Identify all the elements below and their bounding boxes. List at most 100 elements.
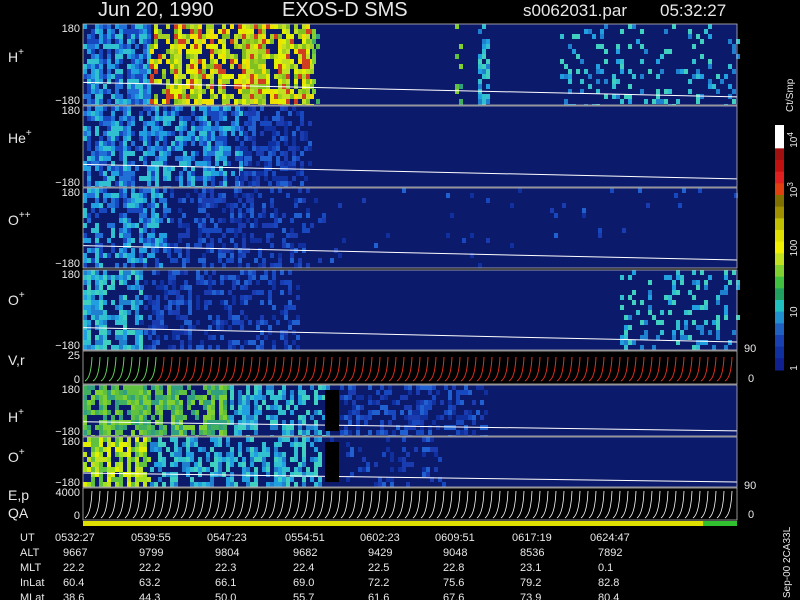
spectrogram-cell	[258, 69, 262, 74]
spectrogram-cell	[274, 452, 278, 457]
spectrogram-cell	[143, 482, 147, 487]
spectrogram-cell	[302, 44, 306, 49]
spectrogram-cell	[282, 49, 286, 54]
spectrogram-cell	[194, 49, 198, 54]
spectrogram-cell	[262, 69, 266, 74]
spectrogram-cell	[296, 111, 300, 116]
trace-line	[82, 472, 738, 483]
spectrogram-cell	[408, 420, 412, 425]
spectrogram-cell	[155, 116, 159, 121]
spectrogram-cell	[95, 99, 99, 104]
spectrogram-cell	[612, 84, 616, 89]
spectrogram-cell	[616, 94, 620, 99]
spectrogram-cell	[468, 410, 472, 415]
spectrogram-cell	[206, 74, 210, 79]
spectrogram-cell	[246, 390, 250, 395]
spectrogram-cell	[294, 482, 298, 487]
spectrogram-cell	[119, 390, 123, 395]
spectrogram-cell	[254, 94, 258, 99]
spectrogram-cell	[175, 136, 179, 141]
spectrogram-cell	[258, 385, 262, 390]
spectrogram-cell	[222, 54, 226, 59]
spectrogram-cell	[588, 29, 592, 34]
spectrogram-cell	[139, 203, 143, 208]
spectrogram-cell	[223, 141, 227, 146]
spectrogram-cell	[306, 104, 310, 105]
spectrogram-cell	[268, 181, 272, 186]
spectrogram-cell	[282, 243, 286, 248]
spectrogram-cell	[292, 141, 296, 146]
spectrogram-cell	[167, 116, 171, 121]
spectrogram-cell	[260, 290, 264, 295]
spectrogram-cell	[282, 462, 286, 467]
spectrogram-cell	[223, 415, 227, 420]
spectrogram-cell	[191, 171, 195, 176]
spectrogram-cell	[87, 437, 91, 442]
vr-curve	[364, 356, 373, 382]
spectrogram-cell	[218, 198, 222, 203]
spectrogram-cell	[151, 213, 155, 218]
spectrogram-cell	[186, 193, 190, 198]
spectrogram-cell	[91, 193, 95, 198]
spectrogram-cell	[444, 410, 448, 415]
spectrogram-cell	[103, 176, 107, 181]
spectrogram-cell	[83, 295, 87, 300]
spectrogram-cell	[290, 44, 294, 49]
spectrogram-cell	[151, 385, 155, 390]
spectrogram-cell	[219, 131, 223, 136]
spectrogram-cell	[215, 420, 219, 425]
spectrogram-cell	[163, 151, 167, 156]
spectrogram-cell	[99, 253, 103, 258]
spectrogram-cell	[572, 104, 576, 105]
spectrogram-cell	[206, 84, 210, 89]
spectrogram-cell	[234, 233, 238, 238]
spectrogram-cell	[147, 166, 151, 171]
spectrogram-cell	[135, 74, 139, 79]
spectrogram-cell	[430, 437, 434, 442]
spectrogram-cell	[288, 300, 292, 305]
spectrogram-cell	[135, 79, 139, 84]
spectrogram-cell	[254, 223, 258, 228]
spectrogram-cell	[99, 320, 103, 325]
spectrogram-cell	[242, 253, 246, 258]
spectrogram-cell	[174, 477, 178, 482]
spectrogram-cell	[258, 213, 262, 218]
spectrogram-cell	[159, 116, 163, 121]
spectrogram-cell	[408, 405, 412, 410]
spectrogram-cell	[175, 106, 179, 111]
spectrogram-cell	[254, 452, 258, 457]
data-gap	[325, 390, 339, 431]
spectrogram-cell	[282, 430, 286, 435]
spectrogram-cell	[223, 156, 227, 161]
spectrogram-cell	[292, 131, 296, 136]
spectrogram-cell	[266, 54, 270, 59]
spectrogram-cell	[87, 430, 91, 435]
spectrogram-cell	[416, 385, 420, 390]
spectrogram-cell	[304, 136, 308, 141]
spectrogram-cell	[99, 390, 103, 395]
spectrogram-cell	[207, 161, 211, 166]
spectrogram-cell	[344, 415, 348, 420]
spectrogram-cell	[135, 258, 139, 263]
spectrogram-cell	[280, 290, 284, 295]
spectrogram-cell	[147, 410, 151, 415]
spectrogram-cell	[242, 29, 246, 34]
spectrogram-cell	[196, 295, 200, 300]
spectrogram-cell	[708, 64, 712, 69]
spectrogram-cell	[182, 44, 186, 49]
spectrogram-cell	[87, 335, 91, 340]
footer-label: MLat	[20, 592, 44, 600]
spectrogram-cell	[228, 325, 232, 330]
spectrogram-cell	[438, 457, 442, 462]
spectrogram-cell	[166, 49, 170, 54]
vr-curve	[172, 356, 181, 382]
spectrogram-cell	[135, 270, 139, 275]
spectrogram-cell	[188, 295, 192, 300]
spectrogram-cell	[190, 467, 194, 472]
spectrogram-cell	[182, 99, 186, 104]
spectrogram-cell	[135, 69, 139, 74]
panel-frame	[82, 23, 738, 106]
spectrogram-cell	[107, 390, 111, 395]
spectrogram-cell	[131, 400, 135, 405]
spectrogram-cell	[139, 253, 143, 258]
